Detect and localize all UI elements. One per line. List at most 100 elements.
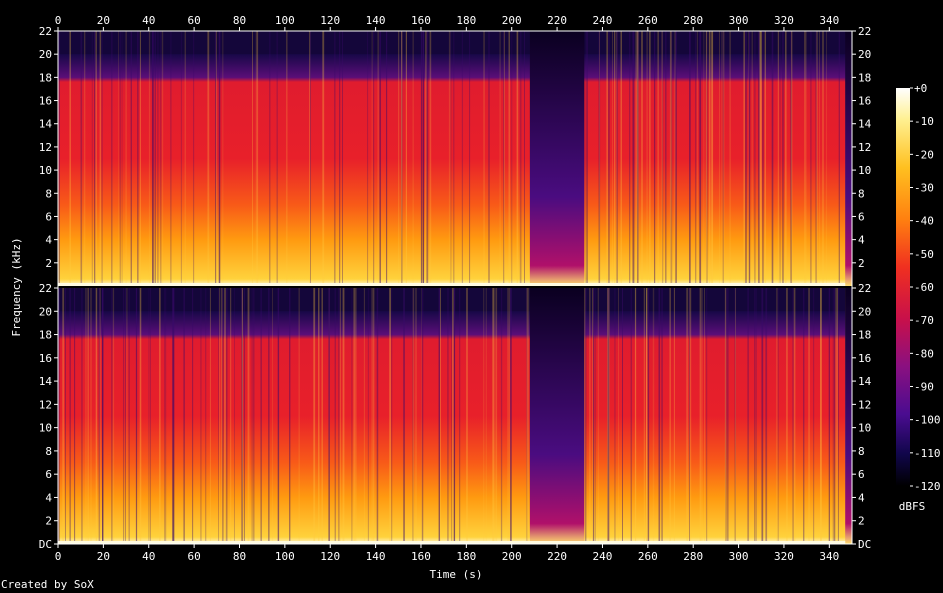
spectral-streak bbox=[423, 31, 425, 286]
spectral-streak bbox=[793, 288, 795, 544]
spectral-streak bbox=[643, 288, 645, 544]
spectral-streak bbox=[241, 288, 243, 544]
spectral-streak bbox=[260, 288, 262, 544]
spectral-streak bbox=[139, 288, 141, 544]
quiet-interval-1 bbox=[529, 31, 585, 286]
y-tick-label-right: 6 bbox=[858, 468, 865, 481]
spectral-streak bbox=[686, 288, 688, 544]
spectral-streak bbox=[587, 31, 588, 286]
spectral-streak bbox=[101, 31, 103, 286]
spectral-streak bbox=[630, 288, 632, 544]
spectral-streak bbox=[207, 31, 210, 286]
spectral-streak bbox=[154, 31, 156, 286]
spectral-streak bbox=[792, 288, 794, 544]
y-tick-label-left: 20 bbox=[39, 48, 52, 61]
y-tick-label-right: 22 bbox=[858, 282, 871, 295]
spectral-streak bbox=[373, 31, 375, 286]
spectral-streak bbox=[632, 31, 634, 286]
spectral-streak bbox=[380, 31, 381, 286]
spectral-streak bbox=[157, 31, 159, 286]
spectral-streak bbox=[589, 288, 591, 544]
spectral-streak bbox=[59, 31, 60, 286]
spectral-streak bbox=[438, 288, 440, 544]
x-tick-label-top: 340 bbox=[819, 14, 839, 27]
spectral-streak bbox=[669, 31, 672, 286]
spectral-streak bbox=[126, 288, 128, 544]
spectral-streak bbox=[706, 31, 708, 286]
spectral-streak bbox=[719, 31, 720, 286]
spectral-streak bbox=[654, 31, 655, 286]
y-tick-label-right: 10 bbox=[858, 164, 871, 177]
colorbar-tick-label: -60 bbox=[914, 281, 934, 294]
x-tick-label-bottom: 240 bbox=[593, 550, 613, 563]
spectral-streak bbox=[632, 31, 635, 286]
spectral-streak bbox=[735, 288, 736, 544]
spectral-streak bbox=[637, 31, 639, 286]
spectral-streak bbox=[453, 31, 455, 286]
spectral-streak bbox=[723, 31, 725, 286]
spectral-streak bbox=[606, 31, 608, 286]
y-tick-label-left: 14 bbox=[39, 375, 53, 388]
spectral-streak bbox=[635, 288, 637, 544]
spectral-streak bbox=[99, 288, 101, 544]
spectral-streak bbox=[152, 31, 154, 286]
spectral-streak bbox=[461, 31, 463, 286]
spectral-streak bbox=[342, 31, 343, 286]
spectral-streak bbox=[351, 288, 353, 544]
y-tick-label-left: 6 bbox=[45, 210, 52, 223]
channel-1-spectrogram bbox=[58, 31, 852, 286]
spectral-streak bbox=[822, 31, 824, 286]
quiet-interval-2 bbox=[845, 31, 852, 286]
spectral-streak bbox=[524, 31, 525, 286]
spectral-streak bbox=[58, 31, 60, 286]
spectral-streak bbox=[833, 288, 836, 544]
spectral-streak bbox=[607, 288, 610, 544]
spectral-streak bbox=[620, 31, 622, 286]
spectral-streak bbox=[828, 288, 830, 544]
spectral-streak bbox=[794, 288, 796, 544]
spectral-streak bbox=[215, 31, 217, 286]
spectral-streak bbox=[608, 288, 610, 544]
spectral-streak bbox=[148, 288, 150, 544]
x-tick-label-bottom: 120 bbox=[320, 550, 340, 563]
spectral-streak bbox=[819, 31, 820, 286]
spectral-streak bbox=[689, 288, 690, 544]
spectral-streak bbox=[160, 31, 162, 286]
spectral-streak bbox=[85, 288, 87, 544]
y-tick-label-right: 12 bbox=[858, 398, 871, 411]
spectral-streak bbox=[469, 31, 471, 286]
spectral-streak bbox=[704, 288, 705, 544]
y-tick-label-left: 4 bbox=[45, 234, 52, 247]
colorbar-tick-label: -50 bbox=[914, 248, 934, 261]
spectral-streak bbox=[751, 31, 753, 286]
spectral-streak bbox=[386, 31, 387, 286]
spectral-streak bbox=[637, 31, 639, 286]
y-tick-label-left: 10 bbox=[39, 422, 52, 435]
spectral-streak bbox=[328, 288, 330, 544]
spectral-streak bbox=[836, 288, 838, 544]
spectral-streak bbox=[371, 31, 373, 286]
spectral-streak bbox=[367, 288, 369, 544]
spectral-streak bbox=[412, 31, 414, 286]
spectral-streak bbox=[674, 31, 676, 286]
spectral-streak bbox=[599, 31, 600, 286]
spectral-streak bbox=[339, 31, 341, 286]
spectral-streak bbox=[511, 31, 513, 286]
spectral-streak bbox=[139, 288, 142, 544]
x-tick-label-top: 140 bbox=[366, 14, 386, 27]
x-tick-label-top: 240 bbox=[593, 14, 613, 27]
y-tick-label-left: 16 bbox=[39, 352, 52, 365]
spectral-streak bbox=[123, 288, 124, 544]
spectral-streak bbox=[429, 31, 432, 286]
spectral-streak bbox=[454, 288, 455, 544]
spectral-streak bbox=[192, 288, 194, 544]
spectral-streak bbox=[820, 288, 822, 544]
spectral-streak bbox=[161, 31, 164, 286]
spectral-streak bbox=[322, 31, 324, 286]
spectral-streak bbox=[215, 31, 217, 286]
spectral-streak bbox=[754, 31, 756, 286]
spectral-streak bbox=[69, 288, 71, 544]
spectral-streak bbox=[748, 31, 751, 286]
spectral-streak bbox=[608, 31, 610, 286]
spectral-streak bbox=[219, 31, 221, 286]
